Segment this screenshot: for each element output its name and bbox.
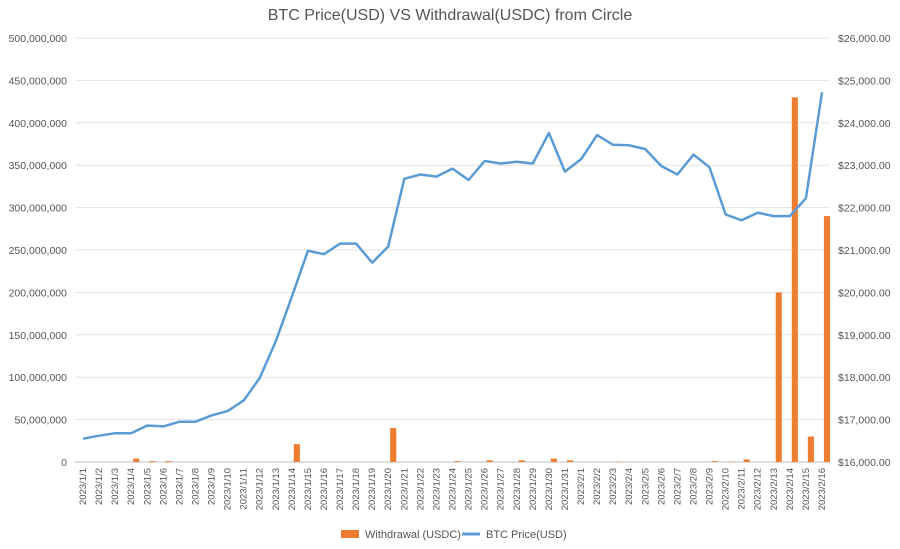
x-tick-label: 2023/2/15 — [801, 468, 812, 510]
x-tick-label: 2023/1/11 — [239, 468, 250, 510]
y-left-tick-label: 0 — [61, 457, 67, 469]
x-tick-label: 2023/1/8 — [190, 468, 201, 505]
x-tick-label: 2023/1/28 — [512, 468, 523, 510]
x-tick-label: 2023/1/10 — [223, 468, 234, 510]
x-tick-label: 2023/1/23 — [431, 468, 442, 510]
x-tick-label: 2023/2/3 — [608, 468, 619, 505]
x-tick-label: 2023/1/19 — [367, 468, 378, 510]
x-tick-label: 2023/2/2 — [592, 468, 603, 505]
bar — [807, 436, 814, 462]
x-tick-label: 2023/1/27 — [496, 468, 507, 510]
y-right-tick-label: $19,000.00 — [838, 330, 891, 342]
x-tick-label: 2023/1/17 — [335, 468, 346, 510]
x-tick-label: 2023/1/2 — [94, 468, 105, 505]
y-right-tick-label: $24,000.00 — [838, 118, 891, 130]
x-tick-label: 2023/1/21 — [399, 468, 410, 510]
x-tick-label: 2023/2/7 — [672, 468, 683, 505]
bar — [293, 444, 300, 462]
legend: Withdrawal (USDC) BTC Price(USD) — [341, 529, 567, 541]
bar — [454, 461, 461, 462]
x-tick-label: 2023/1/9 — [207, 468, 218, 505]
x-tick-label: 2023/1/31 — [560, 468, 571, 510]
x-tick-label: 2023/1/22 — [415, 468, 426, 510]
x-tick-label: 2023/2/12 — [753, 468, 764, 510]
x-tick-label: 2023/1/30 — [544, 468, 555, 510]
bar — [823, 216, 830, 462]
gridlines — [75, 37, 830, 463]
x-tick-label: 2023/1/13 — [271, 468, 282, 510]
legend-label-btc-price: BTC Price(USD) — [486, 529, 567, 541]
y-left-tick-label: 150,000,000 — [9, 330, 68, 342]
y-left-tick-label: 250,000,000 — [9, 245, 68, 257]
y-right-tick-label: $18,000.00 — [838, 372, 891, 384]
x-tick-label: 2023/2/8 — [688, 468, 699, 505]
x-tick-label: 2023/1/4 — [126, 468, 137, 505]
x-tick-label: 2023/2/13 — [769, 468, 780, 510]
bar — [711, 461, 718, 462]
x-tick-label: 2023/2/4 — [624, 468, 635, 505]
x-tick-label: 2023/2/16 — [817, 468, 828, 510]
bar — [518, 460, 525, 462]
x-tick-label: 2023/1/12 — [255, 468, 266, 510]
bar — [566, 460, 573, 462]
x-tick-label: 2023/1/26 — [480, 468, 491, 510]
y-left-tick-label: 450,000,000 — [9, 75, 68, 87]
y-right-tick-label: $22,000.00 — [838, 203, 891, 215]
chart-title: BTC Price(USD) VS Withdrawal(USDC) from … — [268, 7, 633, 24]
y-right-tick-label: $23,000.00 — [838, 160, 891, 172]
x-tick-label: 2023/1/6 — [158, 468, 169, 505]
bar-series — [133, 97, 830, 463]
bar — [791, 97, 798, 463]
line-series — [82, 92, 824, 440]
x-tick-label: 2023/2/10 — [721, 468, 732, 510]
x-tick-label: 2023/1/16 — [319, 468, 330, 510]
bar — [165, 461, 172, 462]
x-tick-label: 2023/1/1 — [78, 468, 89, 505]
y-left-tick-label: 350,000,000 — [9, 160, 68, 172]
bar — [775, 292, 782, 462]
bar — [149, 461, 156, 462]
x-tick-label: 2023/1/29 — [528, 468, 539, 510]
btc-price-line — [82, 92, 824, 440]
y-left-tick-label: 100,000,000 — [9, 372, 68, 384]
bar — [390, 428, 397, 462]
x-tick-label: 2023/1/5 — [142, 468, 153, 505]
right-axis-ticks: $16,000.00 $17,000.00 $18,000.00 $19,000.00… — [838, 33, 891, 469]
bar — [133, 458, 140, 462]
x-tick-label: 2023/2/6 — [656, 468, 667, 505]
y-right-tick-label: $17,000.00 — [838, 415, 891, 427]
y-left-tick-label: 500,000,000 — [9, 33, 68, 45]
x-tick-label: 2023/1/7 — [174, 468, 185, 505]
legend-label-withdrawal: Withdrawal (USDC) — [365, 529, 461, 541]
bar — [550, 458, 557, 462]
y-right-tick-label: $16,000.00 — [838, 457, 891, 469]
bar — [486, 460, 493, 462]
y-right-tick-label: $25,000.00 — [838, 75, 891, 87]
x-tick-label: 2023/1/18 — [351, 468, 362, 510]
x-tick-label: 2023/1/3 — [110, 468, 121, 505]
y-left-tick-label: 400,000,000 — [9, 118, 68, 130]
x-axis-ticks: 2023/1/1 2023/1/2 2023/1/3 2023/1/4 2023/1/5… — [78, 468, 828, 510]
y-left-tick-label: 200,000,000 — [9, 287, 68, 299]
x-tick-label: 2023/2/1 — [576, 468, 587, 505]
x-tick-label: 2023/2/9 — [705, 468, 716, 505]
y-right-tick-label: $26,000.00 — [838, 33, 891, 45]
x-tick-label: 2023/2/5 — [640, 468, 651, 505]
legend-swatch-withdrawal — [341, 530, 359, 538]
bar — [743, 459, 750, 462]
x-tick-label: 2023/2/14 — [785, 468, 796, 510]
y-left-tick-label: 300,000,000 — [9, 203, 68, 215]
x-tick-label: 2023/1/25 — [464, 468, 475, 510]
x-tick-label: 2023/1/14 — [287, 468, 298, 510]
x-tick-label: 2023/1/24 — [448, 468, 459, 510]
y-right-tick-label: $21,000.00 — [838, 245, 891, 257]
y-left-tick-label: 50,000,000 — [14, 415, 67, 427]
y-right-tick-label: $20,000.00 — [838, 287, 891, 299]
x-tick-label: 2023/1/15 — [303, 468, 314, 510]
x-tick-label: 2023/1/20 — [383, 468, 394, 510]
x-tick-label: 2023/2/11 — [737, 468, 748, 510]
left-axis-ticks: 0 50,000,000 100,000,000 150,000,000 200,000… — [9, 33, 68, 469]
